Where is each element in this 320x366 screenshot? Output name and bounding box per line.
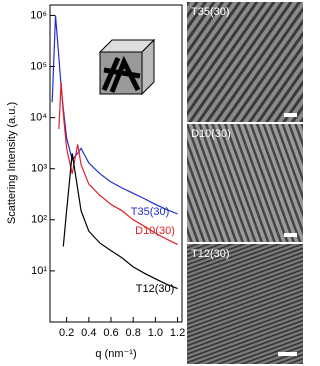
y-tick-label: 10⁶ <box>30 9 47 21</box>
panel-label: T12(30) <box>191 248 230 260</box>
series-line <box>62 153 178 290</box>
scale-bar <box>284 233 297 237</box>
x-tick-label: 0.2 <box>59 327 74 339</box>
y-tick-label: 10² <box>31 214 47 226</box>
micrograph <box>187 244 303 364</box>
x-tick-label: 1.0 <box>148 327 163 339</box>
x-axis-label: q (nm⁻¹) <box>95 348 136 360</box>
series-label: D10(30) <box>135 225 175 237</box>
y-tick-label: 10¹ <box>31 265 47 277</box>
panel-label: D10(30) <box>191 128 231 140</box>
micrograph <box>187 124 303 242</box>
scale-bar <box>278 352 297 356</box>
plot-frame <box>49 4 183 323</box>
panel-label: T35(30) <box>191 6 230 18</box>
cube-inset <box>98 38 156 96</box>
figure: Scattering Intensity (a.u.) q (nm⁻¹) T35… <box>6 2 303 364</box>
x-tick-label: 0.4 <box>81 327 96 339</box>
y-tick-label: 10⁴ <box>30 112 47 124</box>
x-tick-label: 0.6 <box>103 327 118 339</box>
scale-bar <box>284 113 297 117</box>
x-tick-label: 0.8 <box>126 327 141 339</box>
series-label: T35(30) <box>131 206 170 218</box>
series-line <box>58 81 178 245</box>
y-tick-label: 10⁵ <box>30 60 47 72</box>
micrographs: T35(30) D10(30) T12(30) <box>187 2 303 364</box>
x-tick-label: 1.2 <box>170 327 185 339</box>
series-label: T12(30) <box>136 283 175 295</box>
y-axis-label: Scattering Intensity (a.u.) <box>6 102 18 224</box>
micrograph <box>187 2 303 122</box>
y-tick-label: 10³ <box>31 163 47 175</box>
